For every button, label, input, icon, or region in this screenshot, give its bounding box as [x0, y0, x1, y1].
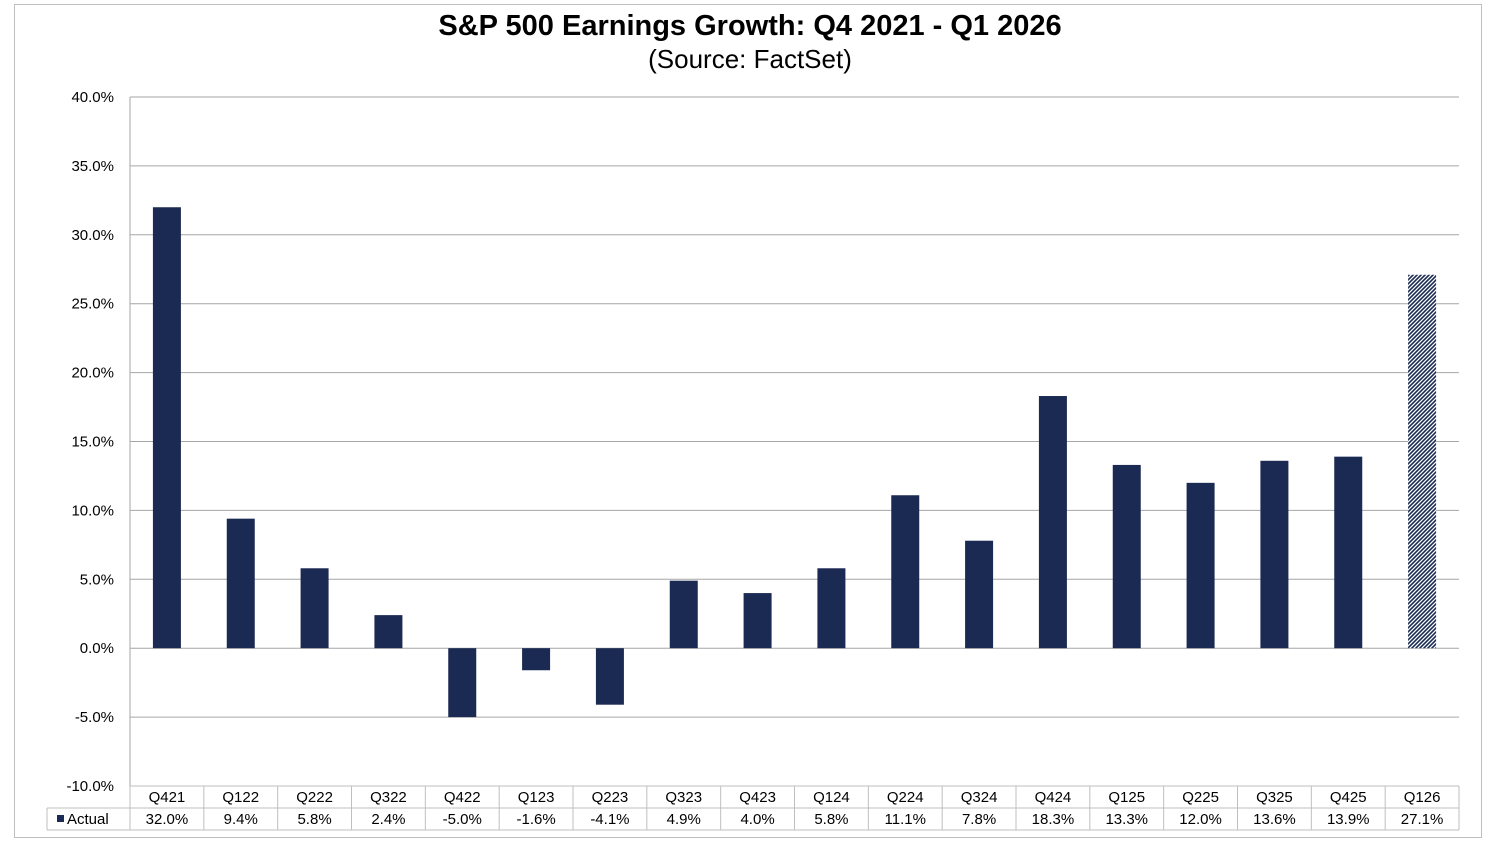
bar	[374, 615, 403, 649]
x-tick-label: Q125	[1108, 789, 1145, 806]
x-tick-label: Q222	[296, 789, 333, 806]
bar	[743, 593, 772, 649]
legend-series-name: Actual	[67, 811, 109, 828]
bar	[595, 648, 624, 705]
x-tick-label: Q421	[149, 789, 186, 806]
data-label: 13.6%	[1253, 811, 1296, 828]
x-tick-label: Q126	[1404, 789, 1441, 806]
bar	[522, 648, 551, 671]
data-label: -1.6%	[516, 811, 555, 828]
data-label: 5.8%	[814, 811, 848, 828]
data-label: -4.1%	[590, 811, 629, 828]
data-label: 11.1%	[885, 811, 926, 828]
x-tick-label: Q225	[1182, 789, 1219, 806]
data-label: 5.8%	[297, 811, 331, 828]
x-tick-label: Q422	[444, 789, 481, 806]
data-label: 18.3%	[1032, 811, 1075, 828]
chart-title: S&P 500 Earnings Growth: Q4 2021 - Q1 20…	[438, 10, 1062, 42]
y-tick-label: 30.0%	[71, 227, 114, 244]
x-tick-label: Q122	[222, 789, 259, 806]
y-tick-label: -5.0%	[75, 709, 114, 726]
data-table: Q421 32.0% Q122 9.4% Q222 5.8% Q322 2.4% Q422 -5.…	[46, 785, 1460, 831]
y-tick-label: 0.0%	[80, 640, 114, 657]
x-tick-label: Q124	[813, 789, 850, 806]
x-tick-label: Q223	[592, 789, 629, 806]
x-tick-label: Q324	[961, 789, 998, 806]
bar	[669, 580, 698, 649]
x-tick-label: Q323	[665, 789, 702, 806]
bar	[152, 207, 181, 649]
bar	[1038, 396, 1067, 649]
bar	[300, 568, 329, 649]
y-tick-label: -10.0%	[66, 778, 114, 795]
chart-subtitle: (Source: FactSet)	[648, 44, 852, 74]
bar	[1260, 460, 1289, 649]
data-label: 4.9%	[667, 811, 701, 828]
data-label: 4.0%	[740, 811, 774, 828]
x-tick-label: Q423	[739, 789, 776, 806]
data-label: -5.0%	[443, 811, 482, 828]
data-label: 12.0%	[1179, 811, 1222, 828]
data-label: 13.3%	[1105, 811, 1148, 828]
chart-frame	[14, 4, 1482, 838]
x-tick-label: Q325	[1256, 789, 1293, 806]
y-tick-label: 40.0%	[71, 89, 114, 106]
data-label: 32.0%	[146, 811, 189, 828]
y-tick-label: 15.0%	[71, 434, 114, 451]
x-tick-label: Q123	[518, 789, 555, 806]
bar	[1334, 456, 1363, 649]
y-tick-label: 35.0%	[71, 158, 114, 175]
bar	[891, 495, 920, 649]
data-label: 7.8%	[962, 811, 996, 828]
x-tick-label: Q322	[370, 789, 407, 806]
y-tick-label: 20.0%	[71, 365, 114, 382]
x-tick-label: Q424	[1035, 789, 1072, 806]
bar	[1112, 464, 1141, 649]
gridlines	[130, 96, 1459, 787]
y-tick-label: 5.0%	[80, 571, 114, 588]
data-label: 13.9%	[1327, 811, 1370, 828]
data-label: 2.4%	[371, 811, 405, 828]
data-label: 27.1%	[1401, 811, 1444, 828]
bars	[152, 207, 1437, 718]
bar	[817, 568, 846, 649]
bar	[226, 518, 255, 649]
x-tick-label: Q425	[1330, 789, 1367, 806]
y-tick-label: 10.0%	[71, 502, 114, 519]
bar	[965, 540, 994, 649]
bar	[1186, 482, 1215, 649]
bar	[448, 648, 477, 718]
legend-swatch	[57, 815, 64, 822]
x-tick-label: Q224	[887, 789, 924, 806]
y-tick-label: 25.0%	[71, 296, 114, 313]
y-axis: -10.0% -5.0% 0.0% 5.0% 10.0% 15.0% 20.0% 25.0% 3…	[66, 89, 131, 795]
data-label: 9.4%	[224, 811, 258, 828]
bar-estimate	[1408, 274, 1437, 649]
